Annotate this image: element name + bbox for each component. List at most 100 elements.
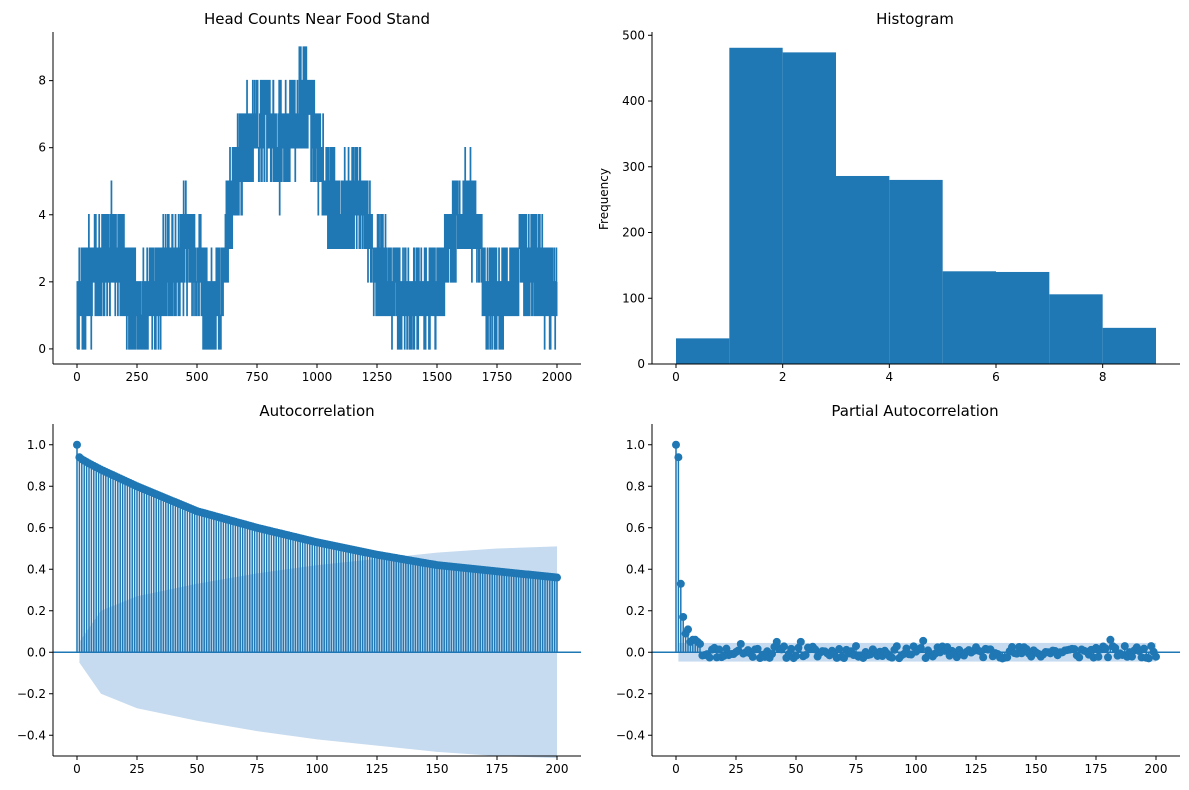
acf-x-tick-label: 75 <box>249 762 264 776</box>
histogram-x-tick-label: 8 <box>1099 370 1107 384</box>
pacf-x-tick-label: 150 <box>1025 762 1048 776</box>
histogram-bar <box>836 175 890 364</box>
pacf-panel: Partial Autocorrelation 0 25 50 75 100 125 150… <box>616 402 1180 776</box>
acf-y-tick-label: 0.8 <box>27 479 46 493</box>
pacf-x-tick-label: 200 <box>1145 762 1168 776</box>
pacf-point <box>892 642 901 651</box>
pacf-x-tick-label: 25 <box>728 762 743 776</box>
pacf-point <box>835 645 844 654</box>
pacf-point <box>753 644 762 653</box>
acf-x-tick-label: 50 <box>189 762 204 776</box>
histogram-y-tick-label: 500 <box>622 28 645 42</box>
pacf-point <box>684 625 692 634</box>
pacf-y-tick-label: 0.6 <box>626 521 645 535</box>
pacf-y-tick-label: 0.4 <box>626 562 645 576</box>
acf-y-tick-label: 1.0 <box>27 438 46 452</box>
acf-y-tick-label: 0.0 <box>27 645 46 659</box>
line-chart-y-tick-label: 0 <box>38 342 46 356</box>
pacf-point <box>792 651 800 660</box>
histogram-bar <box>996 271 1050 364</box>
pacf-point <box>1152 652 1160 661</box>
pacf-point <box>676 579 685 588</box>
head-count-series-line <box>76 46 558 350</box>
pacf-point <box>1003 653 1012 662</box>
acf-x-tick-label: 175 <box>486 762 509 776</box>
acf-x-tick-label: 0 <box>73 762 81 776</box>
histogram-x-tick-label: 4 <box>886 370 894 384</box>
acf-x-tick-label: 200 <box>546 762 569 776</box>
line-chart-x-tick-label: 1750 <box>482 370 513 384</box>
pacf-point <box>780 642 788 651</box>
pacf-point <box>672 440 680 449</box>
acf-y-tick-label: 0.2 <box>27 604 46 618</box>
pacf-point <box>787 644 796 653</box>
pacf-x-tick-label: 175 <box>1085 762 1108 776</box>
histogram-bar <box>942 271 996 364</box>
pacf-x-tick-label: 75 <box>848 762 863 776</box>
line-chart-title: Head Counts Near Food Stand <box>204 10 430 28</box>
acf-point <box>73 440 81 449</box>
line-chart-x-tick-label: 750 <box>246 370 269 384</box>
pacf-y-tick-label: 0.8 <box>626 479 645 493</box>
pacf-y-tick-label: −0.2 <box>616 687 645 701</box>
acf-y-tick-label: −0.4 <box>17 728 46 742</box>
pacf-point <box>852 642 860 651</box>
histogram-y-tick-label: 400 <box>622 94 645 108</box>
line-chart-x-tick-label: 1250 <box>362 370 393 384</box>
pacf-x-tick-label: 125 <box>965 762 988 776</box>
line-chart-x-tick-label: 1000 <box>302 370 333 384</box>
histogram-ylabel: Frequency <box>597 168 611 230</box>
histogram-y-tick-label: 0 <box>637 357 645 371</box>
line-chart-y-tick-label: 2 <box>38 275 46 289</box>
pacf-point <box>674 453 683 462</box>
acf-panel: Autocorrelation 0 25 50 75 100 125 150 175 200 −0… <box>17 402 581 776</box>
pacf-point <box>1106 635 1115 644</box>
pacf-point <box>1111 643 1120 652</box>
pacf-point <box>1140 644 1148 653</box>
line-chart-x-tick-label: 2000 <box>542 370 573 384</box>
line-chart-x-tick-label: 500 <box>186 370 209 384</box>
acf-x-tick-label: 125 <box>366 762 389 776</box>
histogram-x-tick-label: 2 <box>779 370 787 384</box>
pacf-point <box>696 639 704 648</box>
acf-x-tick-label: 100 <box>306 762 329 776</box>
acf-x-tick-label: 150 <box>426 762 449 776</box>
acf-y-tick-label: −0.2 <box>17 687 46 701</box>
line-chart-y-tick-label: 8 <box>38 74 46 88</box>
pacf-point <box>1104 653 1112 662</box>
pacf-point <box>722 644 731 653</box>
pacf-point <box>772 637 781 646</box>
acf-y-tick-label: 0.4 <box>27 562 46 576</box>
histogram-bar <box>889 179 943 364</box>
line-chart-x-tick-label: 250 <box>126 370 149 384</box>
pacf-y-tick-label: −0.4 <box>616 728 645 742</box>
histogram-y-tick-label: 300 <box>622 160 645 174</box>
histogram-title: Histogram <box>876 10 954 28</box>
histogram-bar <box>729 47 783 364</box>
pacf-x-tick-label: 100 <box>905 762 928 776</box>
pacf-point <box>1075 653 1084 662</box>
line-chart-x-tick-label: 0 <box>73 370 81 384</box>
acf-point <box>553 573 561 582</box>
pacf-point <box>796 637 805 646</box>
line-chart-y-tick-label: 4 <box>38 208 46 222</box>
pacf-point <box>705 653 714 662</box>
histogram-panel: Histogram Frequency 0 2 4 6 8 0 100 200 300 400 50… <box>597 10 1180 384</box>
line-chart-x-tick-label: 1500 <box>422 370 453 384</box>
pacf-point <box>1144 654 1153 663</box>
histogram-bar <box>1049 294 1103 364</box>
pacf-point <box>1094 652 1103 661</box>
pacf-point <box>715 645 724 654</box>
histogram-bar <box>1102 327 1156 364</box>
histogram-y-tick-label: 200 <box>622 226 645 240</box>
pacf-point <box>1101 644 1110 653</box>
histogram-bar <box>676 338 730 364</box>
histogram-x-tick-label: 6 <box>992 370 1000 384</box>
pacf-point <box>801 650 810 659</box>
pacf-point <box>979 653 988 662</box>
acf-x-tick-label: 25 <box>129 762 144 776</box>
acf-y-tick-label: 0.6 <box>27 521 46 535</box>
histogram-x-tick-label: 0 <box>672 370 680 384</box>
pacf-point <box>1070 645 1079 654</box>
pacf-point <box>1128 652 1136 661</box>
